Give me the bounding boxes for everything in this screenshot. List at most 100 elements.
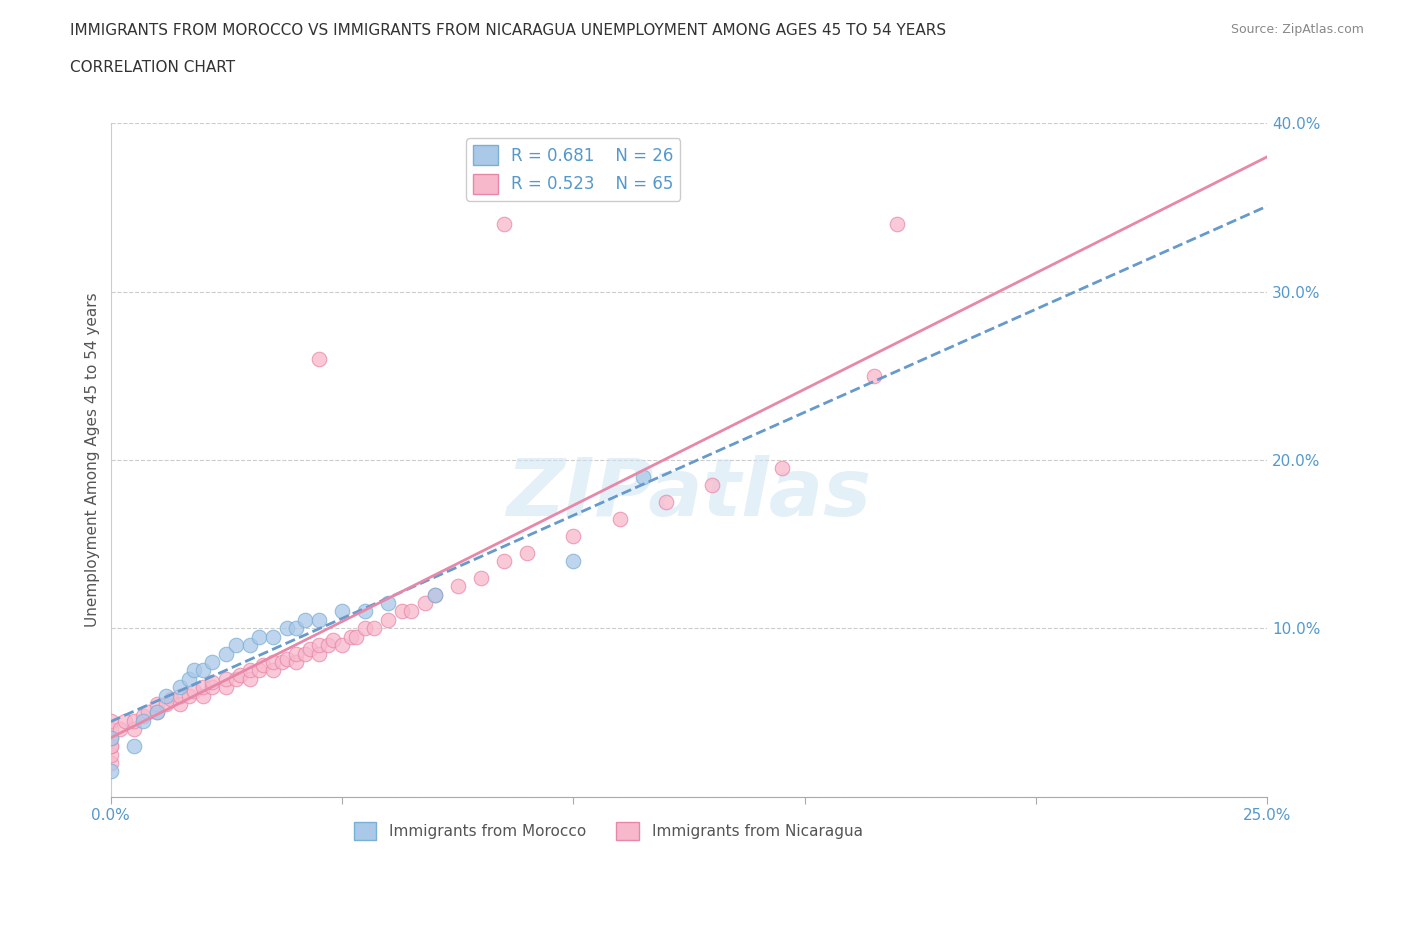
Point <box>609 512 631 526</box>
Legend: Immigrants from Morocco, Immigrants from Nicaragua: Immigrants from Morocco, Immigrants from… <box>347 816 869 846</box>
Point <box>229 668 252 683</box>
Point <box>770 461 793 476</box>
Point <box>146 705 169 720</box>
Point <box>330 604 353 619</box>
Point <box>114 713 136 728</box>
Point <box>136 705 159 720</box>
Point <box>193 663 215 678</box>
Point <box>146 697 169 711</box>
Point <box>401 604 423 619</box>
Point <box>238 671 260 686</box>
Point <box>215 680 238 695</box>
Point <box>415 595 437 610</box>
Point <box>155 688 177 703</box>
Text: Source: ZipAtlas.com: Source: ZipAtlas.com <box>1230 23 1364 36</box>
Point <box>492 217 515 232</box>
Point <box>470 570 492 585</box>
Text: CORRELATION CHART: CORRELATION CHART <box>70 60 235 75</box>
Point <box>183 684 205 698</box>
Point <box>215 671 238 686</box>
Point <box>122 713 145 728</box>
Point <box>179 671 201 686</box>
Point <box>423 587 446 602</box>
Point <box>492 553 515 568</box>
Point <box>262 630 284 644</box>
Point <box>294 646 316 661</box>
Point <box>100 747 122 762</box>
Point <box>276 651 298 666</box>
Point <box>276 621 298 636</box>
Point <box>377 595 399 610</box>
Point <box>169 680 191 695</box>
Point <box>132 709 155 724</box>
Point <box>108 722 131 737</box>
Text: IMMIGRANTS FROM MOROCCO VS IMMIGRANTS FROM NICARAGUA UNEMPLOYMENT AMONG AGES 45 : IMMIGRANTS FROM MOROCCO VS IMMIGRANTS FR… <box>70 23 946 38</box>
Point <box>169 697 191 711</box>
Point <box>215 646 238 661</box>
Point <box>100 764 122 778</box>
Point <box>863 368 886 383</box>
Point <box>363 621 385 636</box>
Point <box>193 688 215 703</box>
Point <box>262 655 284 670</box>
Point <box>262 663 284 678</box>
Point <box>100 738 122 753</box>
Point <box>562 553 585 568</box>
Point <box>377 613 399 628</box>
Point <box>354 621 377 636</box>
Point <box>330 638 353 653</box>
Point <box>344 630 367 644</box>
Point <box>100 755 122 770</box>
Point <box>100 713 122 728</box>
Point <box>201 675 224 690</box>
Point <box>100 722 122 737</box>
Point <box>225 671 247 686</box>
Point <box>354 604 377 619</box>
Point <box>308 613 330 628</box>
Point <box>100 738 122 753</box>
Point <box>631 470 654 485</box>
Point <box>252 658 274 672</box>
Point <box>655 495 678 510</box>
Point <box>294 613 316 628</box>
Point <box>183 663 205 678</box>
Point <box>247 663 270 678</box>
Point <box>100 730 122 745</box>
Point <box>155 697 177 711</box>
Point <box>238 663 260 678</box>
Point <box>225 638 247 653</box>
Text: ZIPatlas: ZIPatlas <box>506 455 872 533</box>
Point <box>247 630 270 644</box>
Point <box>284 655 307 670</box>
Point <box>100 730 122 745</box>
Y-axis label: Unemployment Among Ages 45 to 54 years: Unemployment Among Ages 45 to 54 years <box>86 293 100 628</box>
Point <box>122 722 145 737</box>
Point <box>423 587 446 602</box>
Point <box>284 646 307 661</box>
Point <box>179 688 201 703</box>
Point <box>238 638 260 653</box>
Point <box>702 478 724 493</box>
Point <box>284 621 307 636</box>
Point <box>169 688 191 703</box>
Point <box>122 738 145 753</box>
Point <box>516 545 538 560</box>
Point <box>201 655 224 670</box>
Point <box>160 692 183 707</box>
Point <box>308 646 330 661</box>
Point <box>447 578 470 593</box>
Point <box>562 528 585 543</box>
Point <box>201 680 224 695</box>
Point <box>132 713 155 728</box>
Point <box>308 638 330 653</box>
Point <box>193 680 215 695</box>
Point <box>270 655 292 670</box>
Point <box>391 604 413 619</box>
Point <box>886 217 908 232</box>
Point <box>340 630 363 644</box>
Point <box>298 641 321 656</box>
Point <box>308 352 330 366</box>
Point <box>146 705 169 720</box>
Point <box>322 632 344 647</box>
Point <box>316 638 339 653</box>
